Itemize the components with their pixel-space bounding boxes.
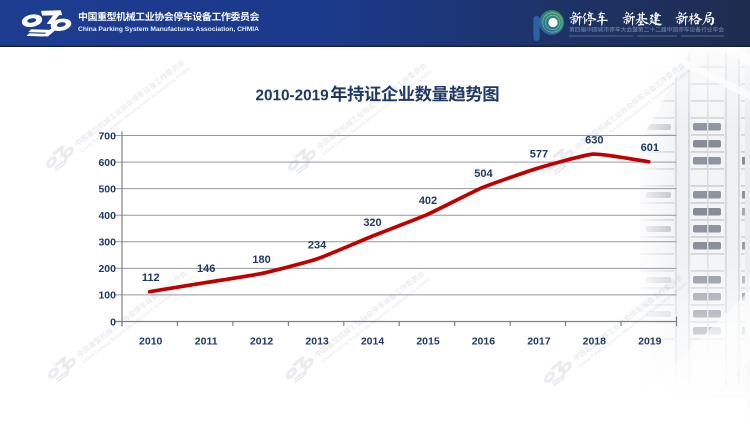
svg-text:2013: 2013 (305, 335, 329, 347)
svg-text:100: 100 (98, 290, 116, 302)
svg-text:320: 320 (363, 217, 381, 229)
svg-text:577: 577 (530, 149, 548, 161)
svg-text:2018: 2018 (583, 335, 607, 347)
svg-text:2015: 2015 (416, 335, 440, 347)
svg-text:2016: 2016 (472, 335, 496, 347)
svg-text:China Parking System Manufactu: China Parking System Manufactures Associ… (78, 26, 259, 33)
svg-text:180: 180 (252, 254, 270, 266)
svg-text:300: 300 (98, 237, 116, 249)
svg-text:400: 400 (98, 210, 116, 222)
svg-text:0: 0 (110, 316, 116, 328)
svg-text:234: 234 (308, 240, 327, 252)
svg-text:146: 146 (197, 263, 215, 275)
svg-text:601: 601 (641, 142, 659, 154)
svg-text:2011: 2011 (195, 335, 218, 347)
svg-text:630: 630 (585, 135, 603, 147)
svg-text:700: 700 (98, 130, 116, 142)
svg-text:2014: 2014 (361, 335, 385, 347)
svg-text:200: 200 (98, 263, 116, 275)
svg-text:2019: 2019 (638, 335, 662, 347)
svg-text:112: 112 (142, 272, 160, 284)
svg-text:600: 600 (98, 157, 116, 169)
svg-text:504: 504 (474, 168, 493, 180)
svg-text:2012: 2012 (250, 335, 274, 347)
svg-text:2010: 2010 (139, 335, 163, 347)
svg-text:402: 402 (419, 195, 437, 207)
svg-text:2017: 2017 (527, 335, 551, 347)
svg-text:500: 500 (98, 183, 116, 195)
